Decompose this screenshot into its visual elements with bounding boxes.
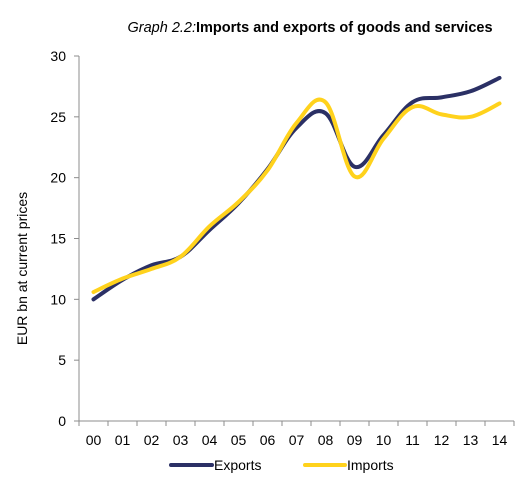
x-tick-label: 05 — [231, 432, 247, 448]
x-tick-label: 09 — [347, 432, 363, 448]
x-tick-label: 14 — [492, 432, 508, 448]
chart-title-prefix: Graph 2.2: — [127, 20, 196, 36]
legend-label: Exports — [214, 457, 261, 473]
y-axis-title: EUR bn at current prices — [14, 192, 30, 345]
x-tick-label: 08 — [318, 432, 334, 448]
legend: Exports Imports — [169, 457, 394, 473]
x-tick-label: 04 — [202, 432, 218, 448]
y-tick-label: 0 — [58, 413, 66, 429]
x-tick-label: 10 — [376, 432, 392, 448]
y-tick-label: 30 — [50, 48, 66, 64]
x-tick-label: 06 — [260, 432, 276, 448]
y-tick-label: 5 — [58, 352, 66, 368]
series-line-exports — [91, 75, 502, 302]
chart-title: Graph 2.2:Imports and exports of goods a… — [100, 20, 520, 37]
x-axis-ticks: 00 01 02 03 04 05 06 07 08 09 10 11 12 13 14 — [78, 421, 515, 448]
x-tick-label: 13 — [463, 432, 479, 448]
x-tick-label: 02 — [144, 432, 160, 448]
x-tick-label: 00 — [86, 432, 102, 448]
x-tick-label: 01 — [115, 432, 131, 448]
axes — [78, 56, 514, 422]
series-lines — [91, 75, 502, 302]
y-tick-label: 20 — [50, 170, 66, 186]
x-tick-label: 12 — [434, 432, 450, 448]
legend-item-imports: Imports — [303, 457, 394, 473]
legend-label: Imports — [347, 457, 394, 473]
y-tick-label: 25 — [50, 109, 66, 125]
y-axis-ticks: 0 5 10 15 20 25 30 — [50, 48, 79, 429]
legend-item-exports: Exports — [169, 457, 261, 473]
y-tick-label: 15 — [50, 231, 66, 247]
y-tick-label: 10 — [50, 291, 66, 307]
series-line-imports — [91, 97, 502, 295]
chart-title-main: Imports and exports of goods and service… — [196, 20, 493, 36]
x-tick-label: 03 — [173, 432, 189, 448]
x-tick-label: 07 — [289, 432, 305, 448]
x-tick-label: 11 — [405, 432, 420, 448]
